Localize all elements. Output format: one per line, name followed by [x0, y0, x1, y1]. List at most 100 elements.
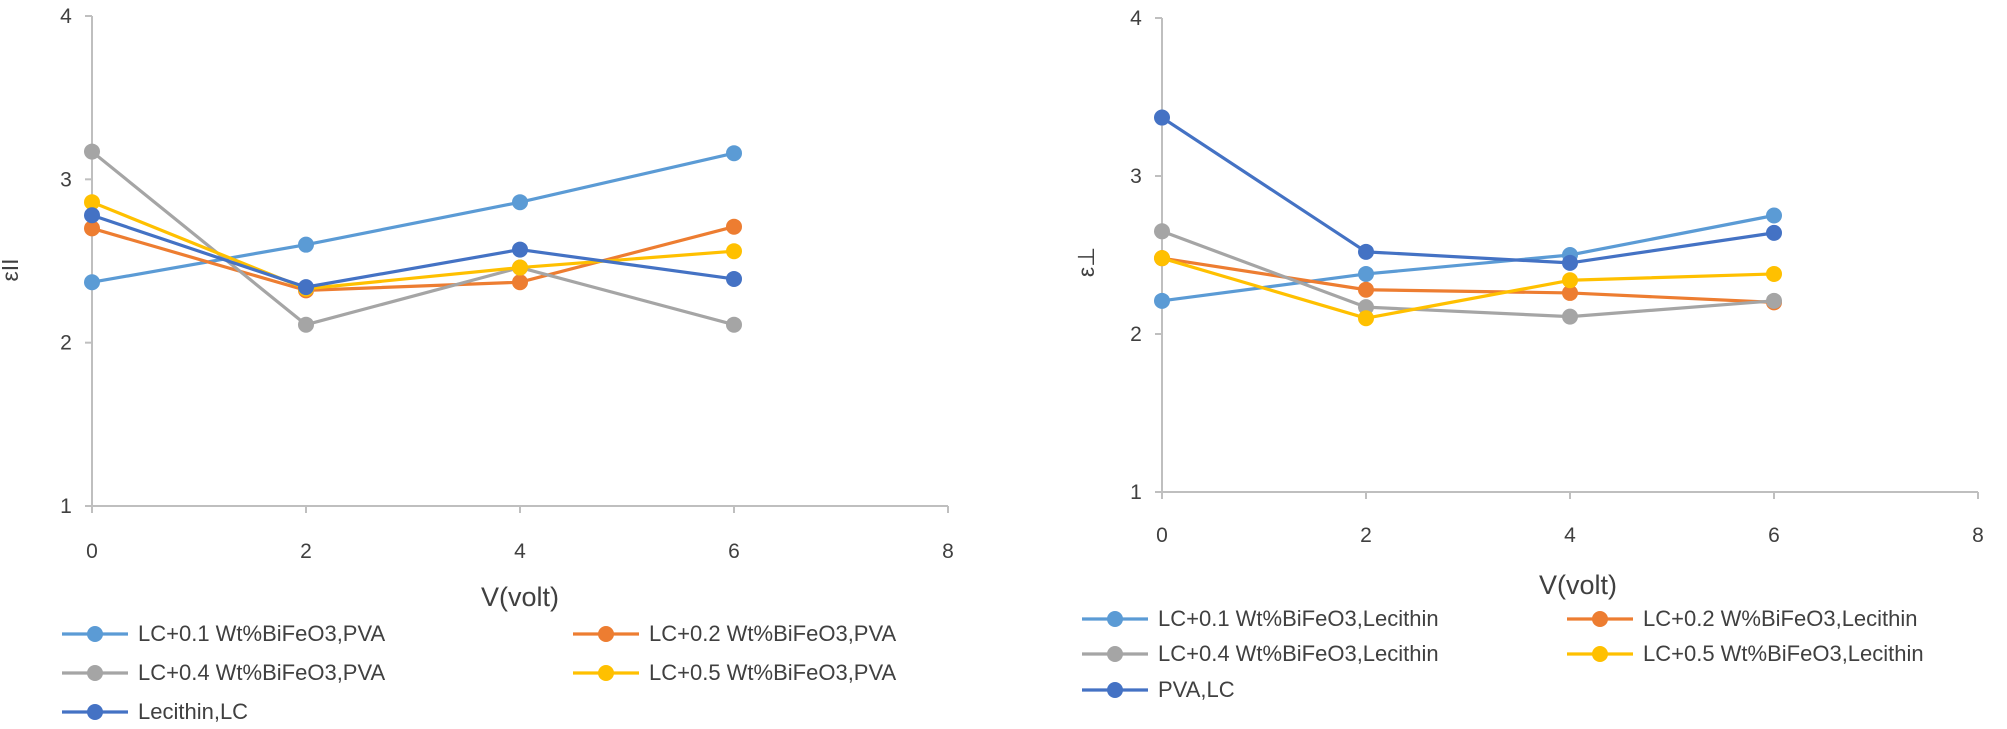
data-point: [1766, 292, 1782, 309]
legend-label: PVA,LC: [1158, 677, 1235, 702]
legend-label: LC+0.5 Wt%BiFeO3,PVA: [649, 660, 897, 685]
y-tick-label: 3: [60, 168, 72, 191]
data-point: [1154, 292, 1170, 309]
series-2: [1154, 250, 1782, 311]
data-point: [1358, 299, 1374, 316]
legend-swatch-marker: [87, 626, 103, 642]
y-tick-label: 1: [60, 495, 72, 518]
y-tick-label: 4: [60, 5, 72, 28]
chart-2: 1 2 3 4 0 2 4 6 8 V(volt) ε⊥ LC+0.1 Wt%BiFeO3,Lecit…: [1073, 7, 1984, 702]
legend-swatch-marker: [1107, 646, 1123, 662]
x-tick-label: 8: [1972, 524, 1984, 547]
legend-swatch-marker: [87, 665, 103, 681]
data-point: [1562, 272, 1578, 289]
legend-label: LC+0.4 Wt%BiFeO3,PVA: [138, 660, 386, 685]
series-line: [1161, 256, 1775, 320]
data-point: [726, 145, 742, 162]
data-point: [298, 279, 314, 296]
series-3: [1154, 223, 1782, 325]
data-point: [1766, 224, 1782, 241]
data-point: [84, 207, 100, 224]
legend-swatch-marker: [1107, 682, 1123, 698]
legend-entry: LC+0.4 Wt%BiFeO3,Lecithin: [1082, 641, 1439, 666]
x-tick-label: 2: [300, 540, 312, 563]
data-point: [1154, 109, 1170, 126]
series-1: [84, 145, 742, 291]
x-tick-label: 4: [1564, 524, 1576, 547]
legend-entry: LC+0.2 W%BiFeO3,Lecithin: [1567, 606, 1918, 631]
data-point: [1562, 284, 1578, 301]
chart-1: 1 2 3 4 0 2 4 6 8 V(volt) εII LC+0.1 Wt%BiFeO3,PVA L…: [0, 5, 954, 724]
data-point: [84, 194, 100, 211]
legend-entry: LC+0.5 Wt%BiFeO3,Lecithin: [1567, 641, 1924, 666]
legend-label: LC+0.2 Wt%BiFeO3,PVA: [649, 621, 897, 646]
data-point: [1358, 243, 1374, 260]
series-line: [91, 151, 735, 284]
series-line: [91, 225, 735, 292]
x-tick-label: 4: [514, 540, 526, 563]
data-point: [1358, 310, 1374, 327]
legend-swatch-marker: [598, 665, 614, 681]
legend-label: LC+0.4 Wt%BiFeO3,Lecithin: [1158, 641, 1439, 666]
x-tick-label: 2: [1360, 524, 1372, 547]
x-tick-label: 0: [86, 540, 98, 563]
data-point: [84, 143, 100, 160]
legend-entry: LC+0.1 Wt%BiFeO3,PVA: [62, 621, 386, 646]
legend-swatch-marker: [598, 626, 614, 642]
legend-swatch-marker: [1592, 646, 1608, 662]
series-4: [1154, 250, 1782, 327]
y-tick-label: 4: [1130, 7, 1142, 30]
x-tick-label: 8: [942, 540, 954, 563]
legend-entry: LC+0.5 Wt%BiFeO3,PVA: [573, 660, 897, 685]
x-axis-label: V(volt): [1539, 570, 1617, 600]
data-point: [84, 274, 100, 291]
series-line: [1161, 229, 1775, 319]
legend-entry: Lecithin,LC: [62, 699, 248, 724]
legend-swatch-marker: [1107, 611, 1123, 627]
data-point: [512, 241, 528, 258]
data-point: [512, 259, 528, 276]
series-line: [90, 150, 735, 327]
legend-swatch-marker: [1592, 611, 1608, 627]
x-tick-label: 6: [728, 540, 740, 563]
series-5: [1154, 109, 1782, 271]
legend-entry: LC+0.4 Wt%BiFeO3,PVA: [62, 660, 386, 685]
legend-entry: PVA,LC: [1082, 677, 1235, 702]
data-point: [726, 218, 742, 235]
data-point: [1154, 250, 1170, 267]
data-point: [1562, 308, 1578, 325]
data-point: [1562, 254, 1578, 271]
data-point: [726, 243, 742, 260]
y-axis-label: ε⊥: [1073, 247, 1099, 277]
legend-label: Lecithin,LC: [138, 699, 248, 724]
series-line: [1161, 116, 1775, 265]
legend-label: LC+0.2 W%BiFeO3,Lecithin: [1643, 606, 1918, 631]
series-line: [91, 200, 735, 291]
data-point: [84, 220, 100, 237]
data-point: [726, 270, 742, 287]
data-point: [1358, 281, 1374, 298]
legend-label: LC+0.1 Wt%BiFeO3,PVA: [138, 621, 386, 646]
x-tick-label: 0: [1156, 524, 1168, 547]
series-line: [1161, 256, 1775, 304]
data-point: [512, 274, 528, 291]
data-point: [1766, 265, 1782, 282]
y-tick-label: 3: [1130, 165, 1142, 188]
data-point: [1154, 223, 1170, 240]
series-line: [91, 213, 735, 289]
y-tick-label: 2: [1130, 323, 1142, 346]
x-axis-label: V(volt): [481, 582, 559, 612]
y-axis-label: εII: [0, 258, 23, 281]
y-tick-label: 1: [1130, 481, 1142, 504]
legend-entry: LC+0.2 Wt%BiFeO3,PVA: [573, 621, 897, 646]
data-point: [726, 316, 742, 333]
x-tick-label: 6: [1768, 524, 1780, 547]
legend-entry: LC+0.1 Wt%BiFeO3,Lecithin: [1082, 606, 1439, 631]
series-5: [84, 207, 742, 296]
y-tick-label: 2: [60, 332, 72, 355]
data-point: [512, 194, 528, 211]
legend-label: LC+0.5 Wt%BiFeO3,Lecithin: [1643, 641, 1924, 666]
data-point: [298, 236, 314, 253]
data-point: [298, 316, 314, 333]
